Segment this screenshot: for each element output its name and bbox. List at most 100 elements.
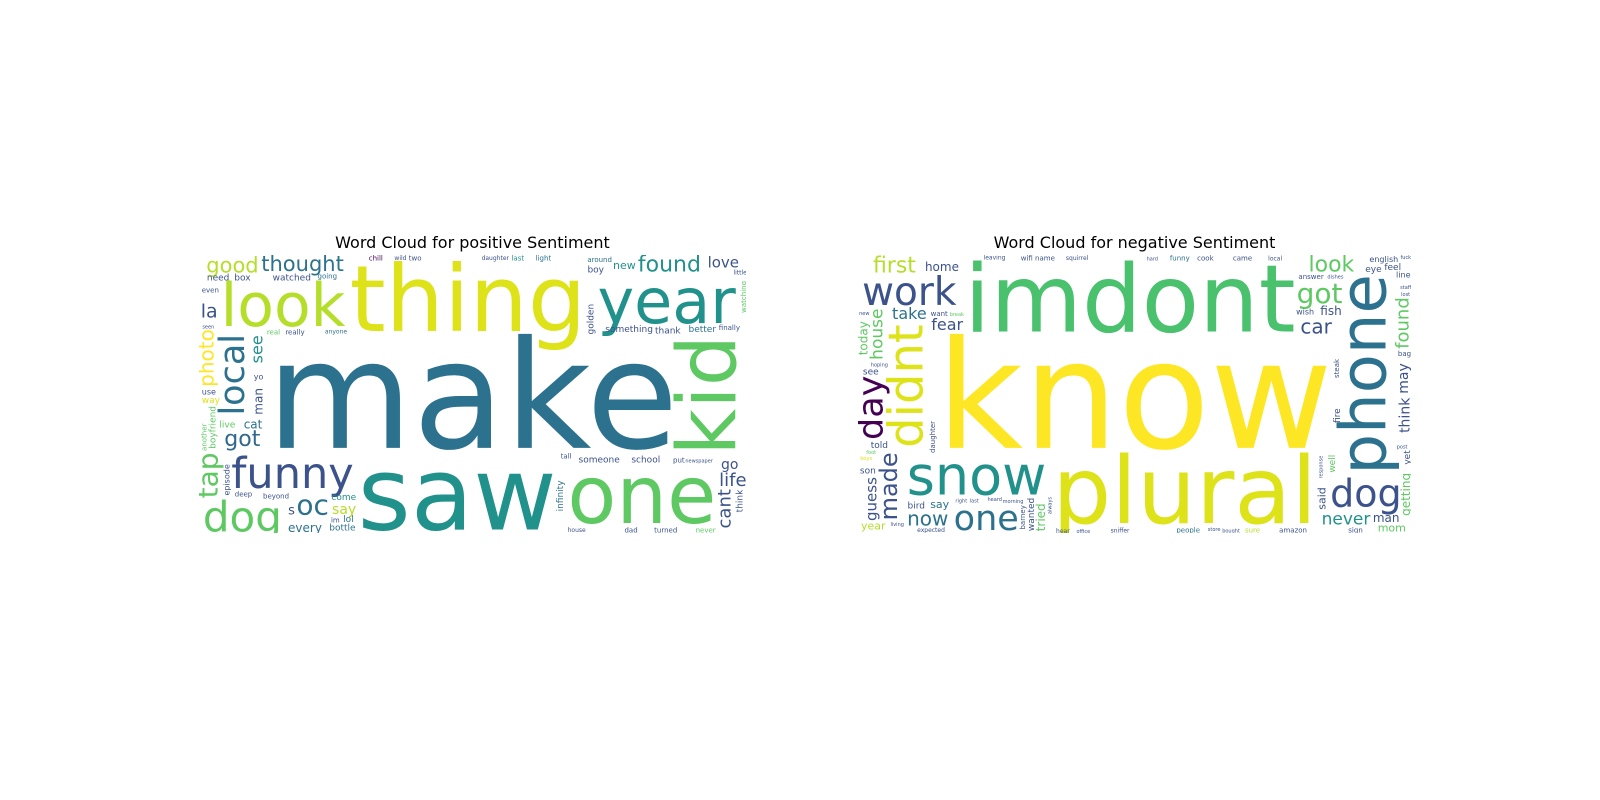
word-see: see [863,368,879,378]
word-new: new [613,259,636,272]
word-kid: kid [661,335,746,456]
word-bought: bought [1222,528,1240,533]
word-fire: fire [1333,408,1343,423]
word-bag: bag [1398,350,1411,358]
word-turned: turned [654,526,677,533]
word-photo: photo [199,329,218,387]
word-saw: saw [358,436,557,533]
word-leaving: leaving [984,255,1006,262]
word-cat: cat [244,417,263,431]
word-post: post [1397,445,1408,451]
word-came: came [1233,255,1252,262]
word-got: got [1297,277,1343,310]
word-car: car [1300,314,1332,338]
word-didnt: didnt [878,324,934,448]
word-finally: finally [719,324,740,332]
word-boyfriend: boyfriend [208,406,218,449]
word-yet: yet [1403,450,1411,465]
word-fuck: fuck [1400,255,1411,261]
word-steak: steak [1333,358,1341,378]
word-year: year [597,265,736,338]
word-seen: seen [202,324,214,330]
word-chill: chill [369,255,383,263]
word-plural: plural [1052,437,1317,533]
word-cant: cant [714,489,735,528]
word-fish: fish [1320,304,1341,318]
word-really: really [285,328,304,336]
word-morning: morning [1003,499,1024,505]
word-last: last [511,255,524,262]
word-know: know [936,310,1332,484]
word-use: use [202,387,216,396]
word-look: look [1309,255,1355,278]
word-wish: wish [1296,308,1314,317]
word-office: office [1076,529,1090,533]
word-two: two [409,255,422,262]
word-golden: golden [586,304,596,335]
word-thought: thought [261,255,344,276]
word-think: think [1398,397,1411,433]
word-newspaper: newspaper [685,458,713,464]
word-eye: eye [1365,265,1382,275]
word-wifi-name: wifi name [1021,255,1055,263]
word-good: good [206,255,258,277]
word-sure: sure [1245,527,1260,533]
word-foot: foot [866,450,876,456]
word-line: line [1396,271,1411,280]
word-make: make [267,310,679,484]
word-amazon: amazon [1279,527,1307,533]
word-live: live [219,421,235,431]
word-man: man [252,388,266,415]
word-even: even [202,287,219,295]
word-dog: dog [203,493,282,533]
word-getting: getting [1399,473,1411,516]
word-thing: thing [350,255,587,353]
word-always: always [1047,497,1053,515]
word-funny: funny [231,449,353,499]
word-local: local [213,334,253,416]
word-every: every [288,521,322,533]
word-la: la [201,300,218,322]
word-yo: yo [254,372,264,381]
word-right: right [955,498,967,504]
word-look: look [221,271,346,341]
word-see: see [247,335,266,363]
word-fear: fear [931,315,963,334]
word-thank: thank [655,326,681,336]
word-put: put [673,456,685,464]
word-sign: sign [1348,526,1362,533]
word-year: year [861,520,886,533]
word-sniffer: sniffer [1111,527,1130,533]
word-box: box [234,273,251,283]
word-boy: boy [587,266,604,276]
word-work: work [862,270,957,315]
word-store: store [1208,527,1221,533]
word-go: go [721,457,738,473]
word-heard: heard [987,497,1001,503]
word-something: something [605,325,653,335]
word-new: new [859,311,869,317]
word-barney: barney [1019,505,1027,529]
word-home: home [925,260,959,274]
word-feel: feel [1384,263,1401,273]
word-episode: episode [223,464,232,495]
word-expected: expected [917,527,945,533]
word-school: school [631,455,660,465]
word-anyone: anyone [325,329,348,336]
word-life: life [719,470,746,491]
word-come: come [331,493,356,503]
word-told: told [871,441,888,451]
word-real: real [267,328,280,336]
negative-word-cloud: know imdont plural snow phone work didnt one dog… [858,255,1411,533]
word-wild: wild [394,255,406,262]
positive-cloud-title: Word Cloud for positive Sentiment [335,233,610,252]
word-squirrel: squirrel [1066,255,1089,262]
word-local: local [1268,255,1282,262]
word-say: say [930,498,949,511]
word-love: love [708,255,739,271]
word-said: said [1316,487,1329,510]
word-found: found [1393,297,1411,349]
word-last: last [970,499,979,505]
word-never: never [1322,510,1371,530]
